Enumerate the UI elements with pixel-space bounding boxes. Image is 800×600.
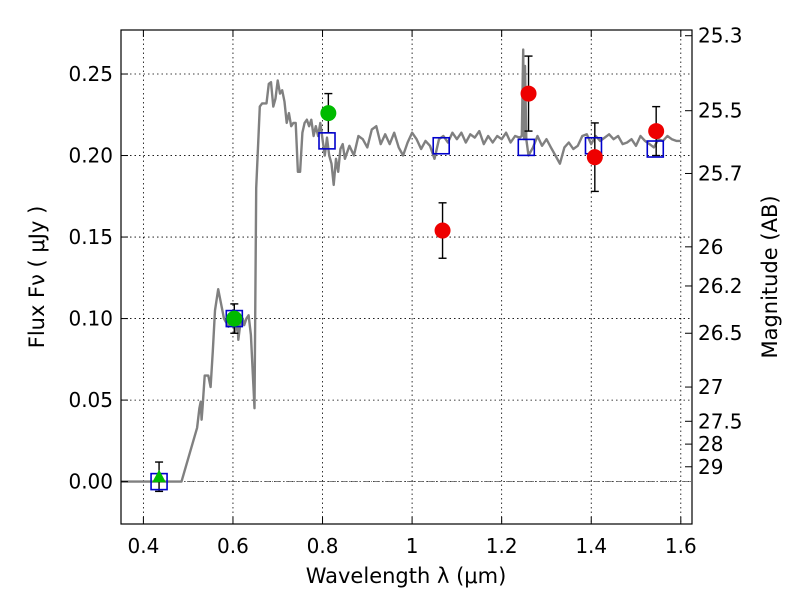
observed-point-red <box>520 85 537 102</box>
model-point-square <box>318 132 336 150</box>
magnitude-tick-label: 26.5 <box>698 321 743 345</box>
spectrum-line <box>121 48 681 483</box>
magnitude-tick-label: 28 <box>698 432 723 456</box>
x-axis-ticks: 0.4 0.6 0.8 1 1.2 1.4 1.6 <box>127 30 697 558</box>
y-tick-label: 0.20 <box>68 144 113 168</box>
observed-point-green <box>226 310 243 327</box>
magnitude-tick-label: 27 <box>698 375 723 399</box>
magnitude-tick-label: 25.5 <box>698 99 743 123</box>
y-axis-ticks: 0.00 0.05 0.10 0.15 0.20 0.25 <box>68 62 128 494</box>
x-tick-label: 1.4 <box>575 534 607 558</box>
magnitude-tick-label: 25.7 <box>698 161 743 185</box>
x-tick-label: 0.6 <box>217 534 249 558</box>
x-tick-label: 1.6 <box>665 534 697 558</box>
x-tick-label: 1.2 <box>486 534 518 558</box>
observed-point-green <box>320 105 337 122</box>
plot-frame <box>120 29 693 525</box>
observed-point-red <box>586 149 603 166</box>
x-axis-label: Wavelength λ (μm) <box>306 564 507 588</box>
magnitude-axis-label: Magnitude (AB) <box>758 195 782 358</box>
model-point-square <box>646 140 665 158</box>
x-tick-label: 0.4 <box>127 534 159 558</box>
observed-point-green <box>152 469 166 483</box>
y-tick-label: 0.05 <box>68 388 113 412</box>
model-point-square <box>432 136 451 155</box>
observed-point-red <box>648 123 665 140</box>
y-tick-label: 0.15 <box>68 225 113 249</box>
y-tick-label: 0.00 <box>68 470 113 494</box>
x-tick-label: 1 <box>406 534 419 558</box>
observed-photometry <box>152 85 665 483</box>
magnitude-tick-label: 26 <box>698 235 723 259</box>
model-point-square <box>517 138 536 157</box>
y-axis-label: Flux Fν ( μJy ) <box>25 206 49 349</box>
y-tick-label: 0.25 <box>68 62 113 86</box>
magnitude-tick-label: 25.3 <box>698 24 743 48</box>
magnitude-tick-label: 29 <box>698 455 723 479</box>
observed-point-red <box>434 222 451 239</box>
y-tick-label: 0.10 <box>68 307 113 331</box>
magnitude-tick-label: 27.5 <box>698 409 743 433</box>
model-spectrum <box>121 48 681 483</box>
x-tick-label: 0.8 <box>307 534 339 558</box>
magnitude-tick-label: 26.2 <box>698 274 743 298</box>
